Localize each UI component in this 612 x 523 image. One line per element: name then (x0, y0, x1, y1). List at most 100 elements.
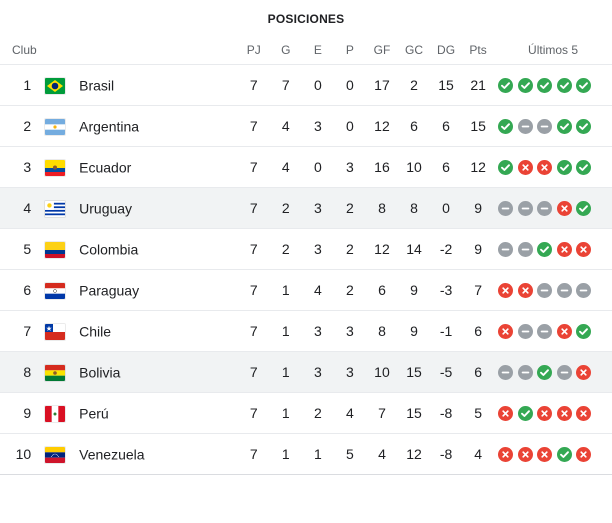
win-icon[interactable] (517, 78, 533, 94)
team-name: Colombia (79, 241, 139, 258)
stat-pj: 7 (237, 146, 270, 188)
loss-icon[interactable] (498, 406, 514, 422)
table-row[interactable]: 5 Colombia 7 2 3 2 12 14 -2 9 (0, 228, 612, 270)
last5-cell (494, 433, 612, 475)
stat-gc: 9 (397, 269, 431, 311)
team-cell[interactable]: Ecuador (35, 146, 238, 188)
draw-icon[interactable] (537, 201, 553, 217)
position-cell: 4 (0, 187, 36, 229)
stat-e: 0 (301, 64, 334, 106)
stat-e: 4 (301, 269, 334, 311)
loss-icon[interactable] (498, 283, 514, 299)
stat-p: 3 (333, 351, 366, 393)
draw-icon[interactable] (498, 365, 514, 381)
win-icon[interactable] (498, 160, 514, 176)
table-row[interactable]: 6 Paraguay 7 1 4 2 6 9 -3 7 (0, 269, 612, 311)
loss-icon[interactable] (498, 447, 514, 463)
table-row[interactable]: 7 Chile 7 1 3 3 8 9 -1 6 (0, 310, 612, 352)
table-row[interactable]: 2 Argentina 7 4 3 0 12 6 6 15 (0, 105, 612, 147)
win-icon[interactable] (537, 365, 553, 381)
loss-icon[interactable] (537, 160, 553, 176)
team-cell[interactable]: Bolivia (35, 351, 238, 393)
draw-icon[interactable] (537, 119, 553, 135)
stat-gf: 12 (365, 228, 398, 270)
stat-pts: 6 (462, 310, 495, 352)
table-row[interactable]: 10 Venezuela 7 1 1 5 4 12 -8 4 (0, 433, 612, 475)
loss-icon[interactable] (537, 447, 553, 463)
draw-icon[interactable] (517, 365, 533, 381)
stat-gc: 8 (397, 187, 431, 229)
team-cell[interactable]: Argentina (35, 105, 238, 147)
stat-dg: -5 (430, 351, 463, 393)
loss-icon[interactable] (576, 447, 592, 463)
position-cell: 5 (0, 228, 36, 270)
win-icon[interactable] (498, 119, 514, 135)
draw-icon[interactable] (517, 242, 533, 258)
win-icon[interactable] (498, 78, 514, 94)
draw-icon[interactable] (537, 283, 553, 299)
stat-g: 4 (269, 105, 302, 147)
last5-cell (494, 228, 612, 270)
stat-pts: 21 (462, 64, 495, 106)
team-name: Argentina (79, 118, 140, 135)
table-row[interactable]: 9 Perú 7 1 2 4 7 15 -8 5 (0, 392, 612, 434)
peru-flag-icon (45, 405, 66, 422)
win-icon[interactable] (556, 78, 572, 94)
win-icon[interactable] (556, 160, 572, 176)
table-row[interactable]: 8 Bolivia 7 1 3 3 10 15 -5 6 (0, 351, 612, 393)
table-row[interactable]: 3 Ecuador 7 4 0 3 16 10 6 12 (0, 146, 612, 188)
team-name: Paraguay (79, 282, 140, 299)
win-icon[interactable] (517, 406, 533, 422)
draw-icon[interactable] (517, 201, 533, 217)
loss-icon[interactable] (576, 406, 592, 422)
win-icon[interactable] (556, 447, 572, 463)
loss-icon[interactable] (556, 406, 572, 422)
draw-icon[interactable] (517, 119, 533, 135)
stat-pj: 7 (237, 187, 270, 229)
team-cell[interactable]: Perú (35, 392, 238, 434)
last5-cell (494, 64, 612, 106)
team-cell[interactable]: Colombia (35, 228, 238, 270)
stat-gf: 4 (365, 433, 398, 475)
team-cell[interactable]: Chile (35, 310, 238, 352)
loss-icon[interactable] (556, 324, 572, 340)
loss-icon[interactable] (537, 406, 553, 422)
loss-icon[interactable] (517, 160, 533, 176)
win-icon[interactable] (576, 324, 592, 340)
win-icon[interactable] (576, 160, 592, 176)
draw-icon[interactable] (576, 283, 592, 299)
team-cell[interactable]: Paraguay (35, 269, 238, 311)
stat-p: 5 (333, 433, 366, 475)
stat-pj: 7 (237, 228, 270, 270)
loss-icon[interactable] (576, 365, 592, 381)
stat-pj: 7 (237, 105, 270, 147)
win-icon[interactable] (537, 78, 553, 94)
draw-icon[interactable] (556, 283, 572, 299)
team-cell[interactable]: Uruguay (35, 187, 238, 229)
draw-icon[interactable] (517, 324, 533, 340)
loss-icon[interactable] (576, 242, 592, 258)
win-icon[interactable] (537, 242, 553, 258)
team-cell[interactable]: Venezuela (35, 433, 238, 475)
win-icon[interactable] (576, 201, 592, 217)
loss-icon[interactable] (556, 201, 572, 217)
stat-pj: 7 (237, 351, 270, 393)
win-icon[interactable] (576, 119, 592, 135)
table-row[interactable]: 4 Uruguay 7 2 3 2 8 8 0 9 (0, 187, 612, 229)
team-name: Uruguay (79, 200, 133, 217)
win-icon[interactable] (576, 78, 592, 94)
team-cell[interactable]: Brasil (35, 64, 238, 106)
stat-dg: 0 (430, 187, 463, 229)
draw-icon[interactable] (498, 201, 514, 217)
draw-icon[interactable] (556, 365, 572, 381)
loss-icon[interactable] (498, 324, 514, 340)
draw-icon[interactable] (498, 242, 514, 258)
stat-gf: 8 (365, 187, 398, 229)
table-row[interactable]: 1 Brasil 7 7 0 0 17 2 15 21 (0, 64, 612, 106)
loss-icon[interactable] (517, 283, 533, 299)
draw-icon[interactable] (537, 324, 553, 340)
stat-gf: 8 (365, 310, 398, 352)
win-icon[interactable] (556, 119, 572, 135)
loss-icon[interactable] (517, 447, 533, 463)
loss-icon[interactable] (556, 242, 572, 258)
